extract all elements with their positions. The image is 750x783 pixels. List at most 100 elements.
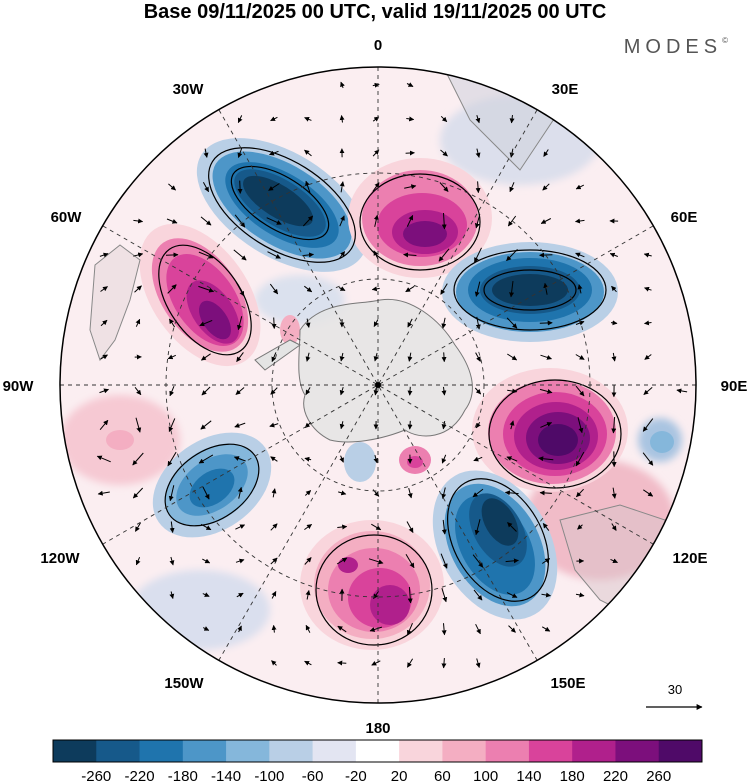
wind-vector <box>99 252 109 258</box>
wind-vector <box>100 319 108 327</box>
lon-label-90e: 90E <box>721 378 748 395</box>
wind-vector <box>100 354 108 360</box>
wind-vector <box>305 352 311 362</box>
wind-vector <box>541 626 551 632</box>
wind-vector <box>611 416 617 434</box>
wind-vector <box>338 251 346 259</box>
wind-vector <box>440 553 448 569</box>
reference-vector: 30 <box>646 682 703 710</box>
colorbar-tick-label: -180 <box>168 768 198 783</box>
wind-vector <box>337 524 348 530</box>
wind-vector <box>132 487 144 499</box>
wind-vector <box>441 588 448 603</box>
wind-vector <box>441 454 447 464</box>
wind-vector <box>474 281 481 297</box>
colorbar-swatch <box>269 740 314 762</box>
wind-vector <box>271 660 277 666</box>
lon-label-60e: 60E <box>671 209 698 226</box>
colorbar-tick-label: 140 <box>516 768 541 783</box>
lon-label-120e: 120E <box>672 550 707 567</box>
map-border <box>59 66 697 704</box>
wind-vector <box>200 420 212 430</box>
wind-vector <box>135 318 141 327</box>
wind-vector <box>167 354 177 360</box>
wind-vector <box>441 212 447 230</box>
wind-vector <box>269 422 279 428</box>
wind-vector <box>371 660 381 666</box>
chart-title: Base 09/11/2025 00 UTC, valid 19/11/2025… <box>143 1 607 23</box>
wind-vector <box>339 455 344 463</box>
wind-vector <box>508 625 516 633</box>
wind-vector <box>611 285 617 293</box>
wind-vector <box>577 417 584 434</box>
wind-vector <box>406 521 414 533</box>
wind-vector <box>133 252 144 258</box>
wind-vector <box>305 590 311 600</box>
wind-vector <box>236 592 244 598</box>
wind-vector <box>475 658 481 668</box>
colorbar-tick-label: -100 <box>254 768 284 783</box>
wind-vector <box>542 558 551 564</box>
wind-vector <box>169 521 175 533</box>
wind-vector <box>369 626 383 632</box>
wind-vector <box>475 352 481 362</box>
wind-vector <box>233 249 247 261</box>
wind-vector <box>407 352 413 362</box>
wind-vector <box>268 183 280 191</box>
wind-vector <box>202 558 211 564</box>
wind-vector <box>198 285 215 293</box>
wind-vector <box>373 250 379 260</box>
wind-vector <box>168 318 176 328</box>
colorbar-tick-label: -260 <box>81 768 111 783</box>
colorbar-tick-label: 20 <box>391 768 408 783</box>
wind-vector <box>506 456 518 462</box>
wind-vector <box>540 218 552 224</box>
wind-vector <box>304 456 312 462</box>
colorbar-swatch <box>658 740 703 762</box>
wind-vector <box>575 354 585 360</box>
wind-vector <box>304 149 312 157</box>
wind-vector <box>304 660 312 666</box>
wind-vector <box>676 388 688 394</box>
wind-vector <box>506 317 518 329</box>
wind-vector <box>538 456 554 462</box>
wind-vector <box>200 216 212 226</box>
wind-vector <box>237 180 243 194</box>
wind-vector <box>575 252 585 258</box>
wind-vector <box>539 490 552 496</box>
wind-vector <box>644 354 652 360</box>
wind-vector <box>339 215 345 227</box>
wind-vector <box>198 251 214 259</box>
wind-vector <box>509 281 515 298</box>
wind-vector <box>200 353 211 361</box>
wind-vector <box>542 183 550 191</box>
wind-vector <box>643 252 652 258</box>
wind-vector <box>339 386 345 396</box>
wind-vector <box>338 490 347 496</box>
wind-vector <box>168 418 176 433</box>
wind-vector <box>303 285 313 293</box>
wind-vector <box>643 489 654 497</box>
colorbar-swatch <box>312 740 357 762</box>
brand-text: MODES <box>623 36 723 58</box>
wind-vector <box>575 184 585 190</box>
wind-vector <box>403 252 417 258</box>
wind-vector <box>373 454 379 464</box>
wind-vector <box>270 523 278 531</box>
wind-vector <box>198 454 214 464</box>
colorbar-swatch <box>528 740 573 762</box>
lon-label-120w: 120W <box>40 550 80 567</box>
wind-vector <box>474 213 481 229</box>
colorbar-tick-label: -140 <box>211 768 241 783</box>
colorbar-tick-label: 60 <box>434 768 451 783</box>
colorbar-swatch <box>485 740 530 762</box>
wind-vector <box>237 486 243 499</box>
wind-vector <box>199 319 213 327</box>
wind-vector <box>509 420 515 430</box>
wind-vector <box>407 487 413 499</box>
wind-vector <box>406 658 414 668</box>
wind-vector <box>305 318 311 328</box>
wind-vector <box>440 149 448 157</box>
wind-vector <box>302 215 314 227</box>
wind-vector <box>439 182 449 192</box>
